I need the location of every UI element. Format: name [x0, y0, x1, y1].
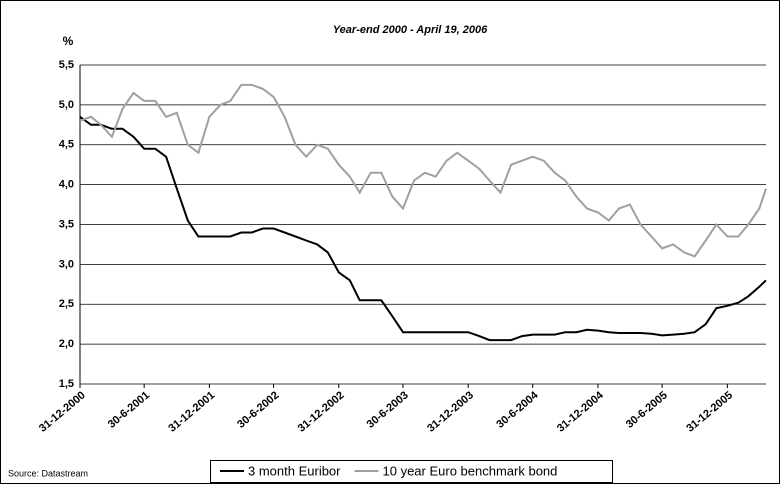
- series-line: [79, 83, 767, 258]
- y-tick-label: 2,0: [59, 338, 74, 350]
- y-tick-label: 2,5: [59, 298, 74, 310]
- legend-box: [210, 460, 613, 483]
- y-tick-label: 3,0: [59, 258, 74, 270]
- source-note: Source: Datastream: [8, 468, 88, 478]
- series-line: [79, 115, 767, 342]
- y-tick-label: 5,5: [59, 59, 74, 71]
- legend-label: 3 month Euribor: [248, 463, 341, 478]
- y-tick-label: 3,5: [59, 218, 74, 230]
- legend-label: 10 year Euro benchmark bond: [383, 463, 558, 478]
- y-tick-label: 1,5: [59, 378, 74, 390]
- y-axis-label: %: [63, 34, 74, 48]
- chart-title: Year-end 2000 - April 19, 2006: [333, 24, 488, 36]
- y-tick-label: 5,0: [59, 99, 74, 111]
- y-tick-label: 4,5: [59, 139, 74, 151]
- y-tick-label: 4,0: [59, 179, 74, 191]
